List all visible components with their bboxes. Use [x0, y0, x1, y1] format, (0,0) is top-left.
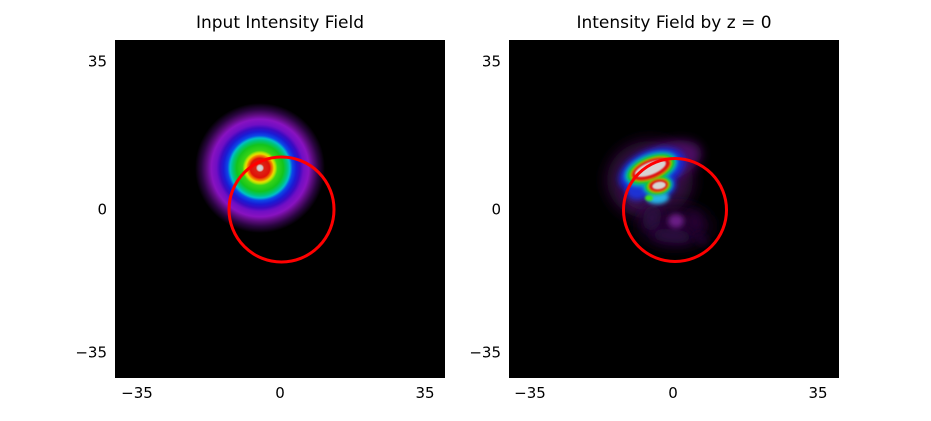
right-plot-title: Intensity Field by z = 0: [576, 13, 772, 33]
y-tick-label: 0: [491, 200, 501, 219]
intensity-feature: [635, 160, 666, 177]
x-tick-label: 35: [415, 384, 435, 402]
y-tick-label: 35: [87, 52, 107, 71]
left-plot-title: Input Intensity Field: [195, 13, 365, 33]
y-tick-label: −35: [75, 343, 107, 362]
y-tick-label: 35: [481, 52, 501, 71]
left-intensity-heatmap: [115, 40, 445, 378]
x-tick-label: 0: [275, 384, 285, 402]
intensity-feature: [647, 191, 669, 205]
intensity-feature: [668, 214, 684, 228]
x-tick-label: 35: [808, 384, 828, 402]
right-intensity-heatmap: [509, 40, 839, 378]
intensity-feature: [652, 181, 666, 190]
aperture-circle-overlay: [227, 155, 336, 264]
y-tick-label: −35: [469, 343, 501, 362]
x-tick-label: −35: [514, 384, 546, 402]
intensity-feature: [688, 211, 702, 233]
x-tick-label: −35: [121, 384, 153, 402]
right-plot-axes: [509, 40, 839, 378]
intensity-feature: [645, 195, 653, 201]
x-tick-label: 0: [668, 384, 678, 402]
intensity-feature: [626, 182, 648, 200]
intensity-feature: [694, 233, 708, 245]
left-plot-axes: [115, 40, 445, 378]
aperture-circle-overlay: [622, 157, 728, 263]
intensity-blob: [195, 103, 325, 233]
intensity-feature: [652, 228, 692, 244]
intensity-feature: [642, 205, 662, 231]
y-tick-label: 0: [97, 200, 107, 219]
